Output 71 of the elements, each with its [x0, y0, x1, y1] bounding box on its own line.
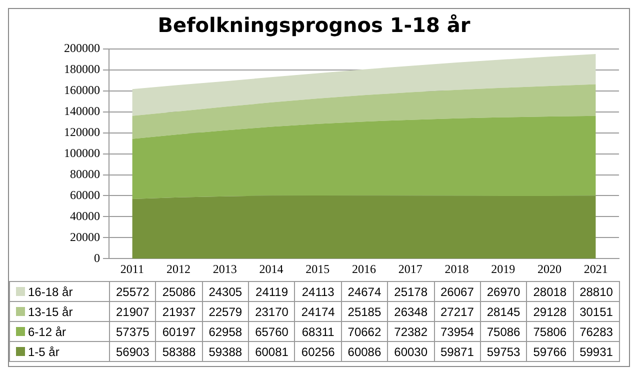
- y-tick-label: 100000: [64, 146, 100, 160]
- data-label: 72382: [388, 322, 434, 342]
- data-label: 28810: [573, 282, 620, 302]
- data-label: 24174: [294, 302, 342, 322]
- x-tick-label: 2020: [537, 262, 562, 276]
- data-label: 58388: [156, 342, 202, 362]
- data-label: 27217: [434, 302, 480, 322]
- data-label: 59388: [202, 342, 249, 362]
- data-label: 60256: [294, 342, 342, 362]
- data-label: 60081: [248, 342, 295, 362]
- data-label: 28145: [480, 302, 527, 322]
- data-label: 28018: [526, 282, 574, 302]
- data-label: 25572: [110, 282, 156, 302]
- y-tick-label: 180000: [64, 62, 100, 76]
- data-label: 59753: [480, 342, 527, 362]
- data-label: 21937: [156, 302, 202, 322]
- data-label: 60197: [156, 322, 202, 342]
- legend-label: 1-5 år: [28, 344, 60, 358]
- data-label: 24674: [341, 282, 388, 302]
- data-label: 25178: [388, 282, 434, 302]
- x-tick-label: 2017: [398, 262, 422, 276]
- data-label: 24119: [248, 282, 295, 302]
- data-label: 24305: [202, 282, 249, 302]
- legend-label: 13-15 år: [28, 304, 73, 318]
- y-tick-label: 0: [94, 250, 100, 265]
- data-label: 26970: [480, 282, 527, 302]
- x-tick-label: 2019: [491, 262, 516, 276]
- data-label: 73954: [434, 322, 480, 342]
- data-label: 75086: [480, 322, 527, 342]
- data-label: 65760: [248, 322, 295, 342]
- data-label: 25185: [341, 302, 388, 322]
- data-label: 25086: [156, 282, 202, 302]
- data-label: 30151: [573, 302, 620, 322]
- y-tick-label: 80000: [70, 166, 100, 181]
- x-tick-label: 2011: [120, 262, 144, 276]
- legend-label: 16-18 år: [28, 284, 73, 298]
- y-tick-label: 160000: [64, 83, 100, 98]
- data-label: 29128: [526, 302, 574, 322]
- data-label: 24113: [294, 282, 342, 302]
- data-label: 68311: [294, 322, 342, 342]
- data-label: 23170: [248, 302, 295, 322]
- x-tick-label: 2018: [444, 262, 469, 276]
- y-tick-label: 20000: [70, 230, 100, 244]
- data-label: 59766: [526, 342, 574, 362]
- data-label: 21907: [110, 302, 156, 322]
- y-tick-label: 120000: [64, 124, 100, 139]
- x-tick-label: 2013: [212, 262, 237, 276]
- data-label: 62958: [202, 322, 249, 342]
- data-label: 60086: [341, 342, 388, 362]
- data-label: 70662: [341, 322, 388, 342]
- y-tick-label: 60000: [70, 188, 100, 202]
- data-label: 59931: [573, 342, 620, 362]
- data-label: 59871: [434, 342, 480, 362]
- data-label: 26067: [434, 282, 480, 302]
- data-label: 56903: [110, 342, 156, 362]
- data-label: 57375: [110, 322, 156, 342]
- y-tick-label: 40000: [70, 208, 100, 223]
- data-label: 26348: [388, 302, 434, 322]
- y-tick-label: 200000: [64, 41, 100, 56]
- x-tick-label: 2015: [306, 262, 330, 276]
- data-label: 60030: [388, 342, 434, 362]
- legend-label: 6-12 år: [28, 324, 66, 338]
- x-tick-label: 2014: [259, 262, 284, 276]
- data-label: 75806: [526, 322, 574, 342]
- data-label: 76283: [573, 322, 620, 342]
- x-tick-label: 2012: [166, 262, 191, 276]
- x-tick-label: 2016: [352, 262, 376, 276]
- data-label: 22579: [202, 302, 249, 322]
- x-tick-label: 2021: [584, 262, 608, 276]
- y-tick-label: 140000: [64, 104, 100, 118]
- chart-title: Befolkningsprognos 1-18 år: [158, 13, 470, 38]
